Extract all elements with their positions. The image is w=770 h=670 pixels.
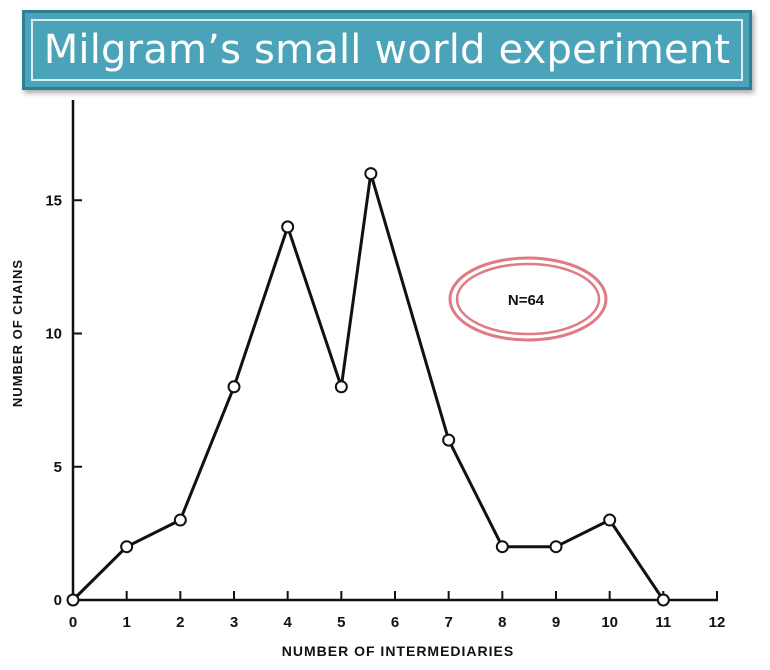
x-tick-label: 3 — [230, 614, 238, 631]
x-tick-label: 8 — [498, 614, 506, 631]
x-tick-label: 2 — [176, 614, 184, 631]
page-title: Milgram’s small world experiment — [43, 27, 731, 73]
data-point — [227, 380, 241, 394]
x-tick-label: 5 — [337, 614, 345, 631]
x-axis-label: NUMBER OF INTERMEDIARIES — [282, 643, 514, 659]
y-tick-label: 10 — [45, 326, 62, 343]
x-tick-label: 4 — [283, 614, 292, 631]
x-tick-label: 9 — [552, 614, 560, 631]
data-point — [656, 593, 670, 607]
annotation-text: N=64 — [508, 292, 545, 309]
annotation-ellipse-outer — [448, 256, 608, 342]
series-line-group — [71, 172, 665, 602]
x-tick-label: 12 — [709, 614, 726, 631]
data-point — [120, 540, 134, 554]
x-tick-label: 1 — [122, 614, 130, 631]
series-line — [71, 172, 665, 602]
data-point — [442, 433, 456, 447]
data-point — [66, 593, 80, 607]
data-point — [334, 380, 348, 394]
x-tick-label: 0 — [69, 614, 77, 631]
x-tick-label: 11 — [655, 614, 671, 631]
data-point — [281, 220, 295, 234]
data-point — [549, 540, 563, 554]
annotation-group: N=64 — [448, 256, 608, 342]
title-banner-inner: Milgram’s small world experiment — [31, 19, 743, 81]
y-tick-label: 5 — [54, 459, 62, 476]
y-tick-label: 15 — [45, 192, 62, 209]
x-ticks: 0 1 2 3 4 5 6 7 8 9 10 11 12 — [69, 591, 726, 631]
data-point — [495, 540, 509, 554]
data-point — [364, 167, 378, 181]
title-banner: Milgram’s small world experiment — [22, 10, 752, 90]
y-axis-label: NUMBER OF CHAINS — [10, 259, 25, 407]
x-tick-label: 10 — [601, 614, 618, 631]
annotation-ellipse-inner — [455, 262, 601, 336]
data-point — [173, 513, 187, 527]
x-tick-label: 6 — [391, 614, 399, 631]
series-points-group — [66, 167, 670, 607]
y-ticks: 0 5 10 15 — [45, 192, 82, 609]
data-point — [603, 513, 617, 527]
y-tick-label: 0 — [54, 592, 62, 609]
x-tick-label: 7 — [444, 614, 452, 631]
